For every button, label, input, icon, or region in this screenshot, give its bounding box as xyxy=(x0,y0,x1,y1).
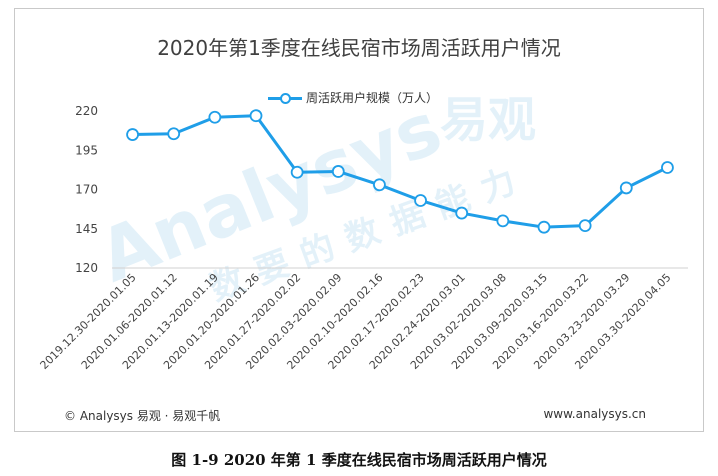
y-tick-label: 145 xyxy=(75,222,98,236)
y-tick-label: 195 xyxy=(75,143,98,157)
data-point xyxy=(167,127,181,141)
data-point xyxy=(208,110,222,124)
data-point xyxy=(455,206,469,220)
data-point xyxy=(537,220,551,234)
copyright-text: © Analysys 易观 · 易观千帆 xyxy=(64,409,221,423)
data-point xyxy=(619,181,633,195)
chart-legend: 周活跃用户规模（万人） xyxy=(268,89,438,106)
data-point xyxy=(414,194,427,207)
data-point xyxy=(249,109,263,123)
y-tick-label: 220 xyxy=(75,104,98,118)
chart-title: 2020年第1季度在线民宿市场周活跃用户情况 xyxy=(157,36,561,60)
legend-label: 周活跃用户规模（万人） xyxy=(306,91,439,105)
y-tick-label: 120 xyxy=(75,261,98,275)
data-point xyxy=(661,161,674,174)
data-point xyxy=(331,165,345,178)
series-line xyxy=(132,114,669,229)
data-point xyxy=(126,128,139,141)
y-tick-label: 170 xyxy=(75,183,98,197)
data-point xyxy=(496,214,510,228)
legend-line-marker xyxy=(268,91,302,105)
data-point xyxy=(290,165,304,179)
data-point xyxy=(373,178,386,192)
data-point xyxy=(578,219,592,233)
figure-caption: 图 1-9 2020 年第 1 季度在线民宿市场周活跃用户情况 xyxy=(171,451,547,469)
website-text: www.analysys.cn xyxy=(543,407,646,421)
chart-card xyxy=(14,8,704,432)
